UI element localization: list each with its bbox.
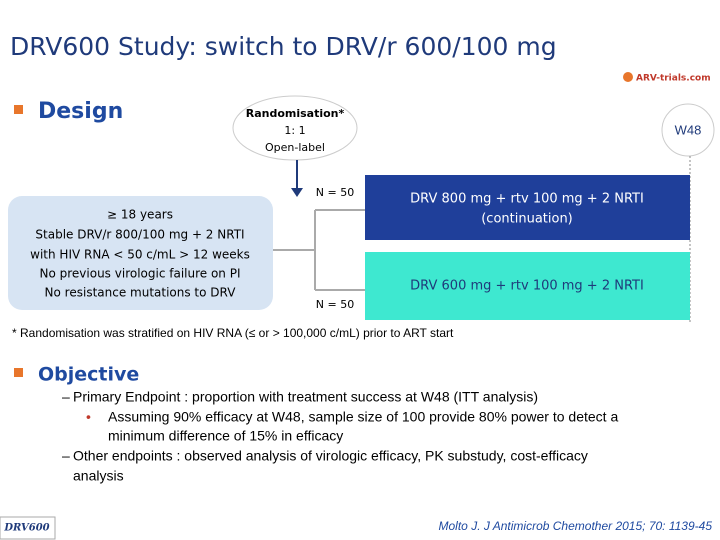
arm-n: N = 50: [316, 186, 354, 199]
list-text: Assuming 90% efficacy at W48, sample siz…: [108, 409, 618, 425]
arm-text: DRV 600 mg + rtv 100 mg + 2 NRTI: [410, 279, 644, 294]
logo-text: ARV-trials.com: [636, 74, 711, 84]
randomisation-bubble: [232, 95, 358, 161]
footer-tag: DRV600: [3, 523, 49, 534]
week-circle: [661, 103, 715, 157]
arm-n: N = 50: [316, 298, 354, 311]
population-box: [8, 196, 273, 310]
objective-list: – Primary Endpoint : proportion with tre…: [62, 389, 618, 484]
week-label: W48: [675, 122, 702, 137]
list-marker: –: [62, 389, 70, 405]
section-label: Objective: [38, 364, 139, 386]
list-text: Primary Endpoint : proportion with treat…: [73, 389, 538, 405]
list-text: minimum difference of 15% in efficacy: [108, 428, 343, 444]
arm-text: DRV 800 mg + rtv 100 mg + 2 NRTI: [410, 192, 644, 207]
arm-text: (continuation): [481, 212, 573, 227]
randomisation-text: 1: 1: [284, 124, 305, 137]
randomisation-text: Randomisation*: [246, 107, 345, 120]
list-marker: •: [86, 409, 91, 425]
arm-box: [365, 175, 690, 240]
population-text: with HIV RNA < 50 c/mL > 12 weeks: [30, 248, 250, 262]
randomisation-text: Open-label: [265, 141, 325, 154]
population-text: ≥ 18 years: [107, 208, 173, 222]
bullet-square: [14, 105, 23, 114]
arrow-head: [291, 188, 303, 197]
footer-tag-box: [0, 516, 56, 540]
connector: [273, 209, 365, 291]
list-marker: –: [62, 448, 70, 464]
citation: Molto J. J Antimicrob Chemother 2015; 70…: [439, 519, 713, 533]
section-label: Design: [38, 99, 123, 124]
arm-box: [365, 252, 690, 320]
list-text: Other endpoints : observed analysis of v…: [73, 448, 588, 464]
population-text: Stable DRV/r 800/100 mg + 2 NRTI: [35, 228, 244, 242]
population-text: No resistance mutations to DRV: [45, 286, 237, 300]
population-text: No previous virologic failure on PI: [40, 267, 241, 281]
logo-icon: [623, 72, 633, 82]
footnote: * Randomisation was stratified on HIV RN…: [12, 326, 454, 340]
list-text: analysis: [73, 468, 124, 484]
slide-title: DRV600 Study: switch to DRV/r 600/100 mg: [10, 32, 557, 61]
bullet-square: [14, 368, 23, 377]
